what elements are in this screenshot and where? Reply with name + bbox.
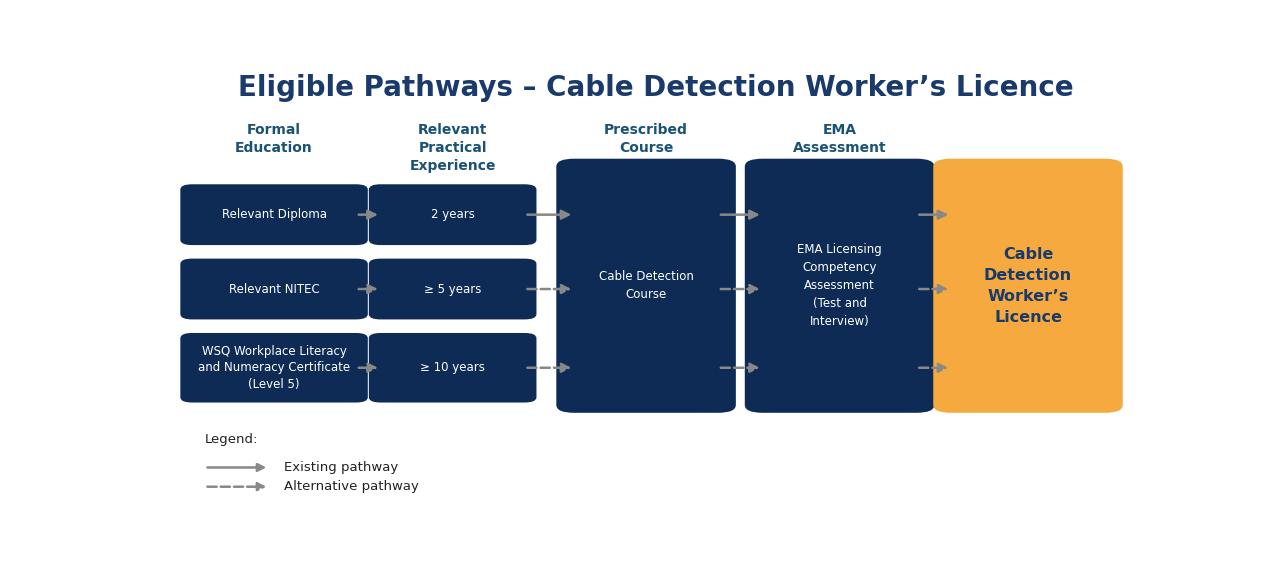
Text: Eligible Pathways – Cable Detection Worker’s Licence: Eligible Pathways – Cable Detection Work… — [238, 74, 1074, 102]
FancyBboxPatch shape — [557, 158, 736, 413]
Text: EMA
Assessment: EMA Assessment — [792, 123, 886, 154]
Text: ≥ 5 years: ≥ 5 years — [424, 282, 481, 295]
FancyBboxPatch shape — [369, 333, 536, 403]
FancyBboxPatch shape — [180, 258, 367, 319]
Text: Formal
Education: Formal Education — [236, 123, 312, 154]
Text: Alternative pathway: Alternative pathway — [284, 480, 419, 493]
Text: EMA Licensing
Competency
Assessment
(Test and
Interview): EMA Licensing Competency Assessment (Tes… — [797, 243, 882, 328]
Text: Relevant
Practical
Experience: Relevant Practical Experience — [410, 123, 495, 173]
Text: 2 years: 2 years — [430, 208, 475, 221]
Text: Legend:: Legend: — [205, 433, 259, 446]
Text: ≥ 10 years: ≥ 10 years — [420, 361, 485, 374]
Text: Existing pathway: Existing pathway — [284, 461, 398, 474]
FancyBboxPatch shape — [180, 184, 367, 245]
Text: Cable Detection
Course: Cable Detection Course — [599, 270, 694, 301]
Text: Prescribed
Course: Prescribed Course — [604, 123, 689, 154]
Text: Relevant Diploma: Relevant Diploma — [221, 208, 326, 221]
FancyBboxPatch shape — [369, 184, 536, 245]
FancyBboxPatch shape — [933, 158, 1123, 413]
Text: Cable
Detection
Worker’s
Licence: Cable Detection Worker’s Licence — [984, 247, 1073, 325]
FancyBboxPatch shape — [180, 333, 367, 403]
Text: WSQ Workplace Literacy
and Numeracy Certificate
(Level 5): WSQ Workplace Literacy and Numeracy Cert… — [198, 345, 351, 391]
FancyBboxPatch shape — [369, 258, 536, 319]
FancyBboxPatch shape — [745, 158, 934, 413]
Text: Relevant NITEC: Relevant NITEC — [229, 282, 320, 295]
